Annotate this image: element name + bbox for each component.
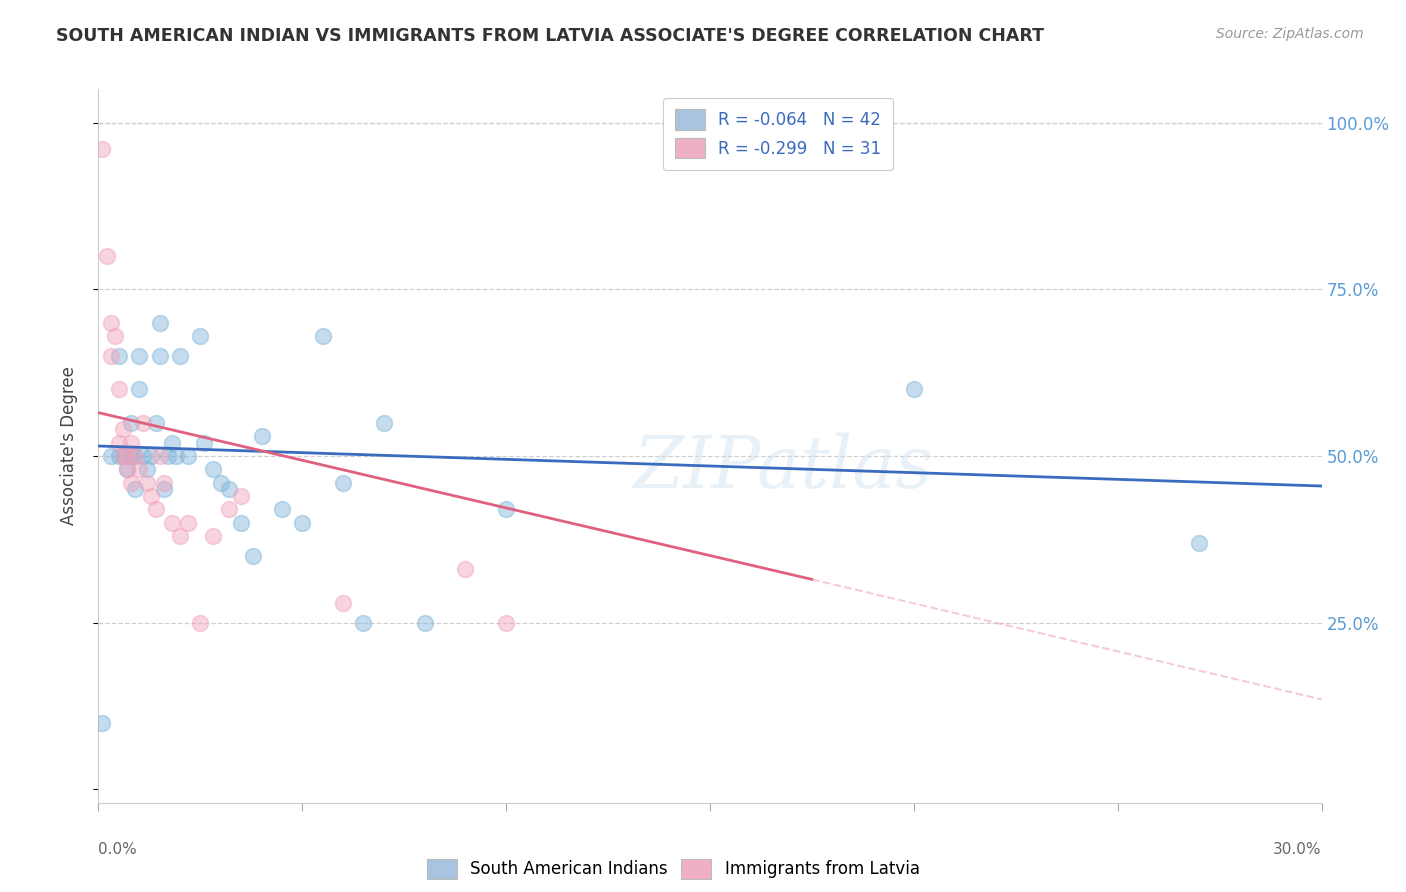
Point bbox=[128, 382, 150, 396]
Point bbox=[177, 516, 200, 530]
Point bbox=[169, 529, 191, 543]
Point bbox=[91, 142, 114, 156]
Point bbox=[165, 449, 187, 463]
Point bbox=[136, 475, 159, 490]
Point bbox=[132, 416, 155, 430]
Point bbox=[454, 562, 477, 576]
Point bbox=[250, 429, 273, 443]
Text: 30.0%: 30.0% bbox=[1274, 842, 1322, 857]
Point bbox=[104, 329, 127, 343]
Point bbox=[145, 416, 167, 430]
Point bbox=[152, 475, 174, 490]
Point bbox=[100, 316, 122, 330]
Point bbox=[120, 435, 142, 450]
Point bbox=[145, 502, 167, 516]
Point bbox=[332, 596, 354, 610]
Point bbox=[132, 449, 155, 463]
Point bbox=[495, 615, 517, 630]
Point bbox=[115, 462, 138, 476]
Point bbox=[352, 615, 374, 630]
Point bbox=[141, 489, 163, 503]
Point bbox=[124, 449, 146, 463]
Point bbox=[1188, 535, 1211, 549]
Point bbox=[312, 329, 335, 343]
Point bbox=[136, 462, 159, 476]
Point bbox=[169, 349, 191, 363]
Point bbox=[373, 416, 395, 430]
Point bbox=[120, 449, 142, 463]
Point bbox=[242, 549, 264, 563]
Point bbox=[156, 449, 179, 463]
Point bbox=[495, 502, 517, 516]
Text: 0.0%: 0.0% bbox=[98, 842, 138, 857]
Point bbox=[141, 449, 163, 463]
Point bbox=[96, 249, 118, 263]
Point bbox=[149, 316, 172, 330]
Point bbox=[111, 449, 134, 463]
Point bbox=[91, 715, 114, 730]
Point bbox=[115, 449, 138, 463]
Point bbox=[188, 615, 212, 630]
Point bbox=[188, 329, 212, 343]
Point bbox=[111, 449, 134, 463]
Text: SOUTH AMERICAN INDIAN VS IMMIGRANTS FROM LATVIA ASSOCIATE'S DEGREE CORRELATION C: SOUTH AMERICAN INDIAN VS IMMIGRANTS FROM… bbox=[56, 27, 1045, 45]
Point bbox=[149, 349, 172, 363]
Point bbox=[128, 462, 150, 476]
Text: ZIPatlas: ZIPatlas bbox=[634, 432, 934, 503]
Point bbox=[152, 483, 174, 497]
Point bbox=[218, 483, 240, 497]
Point bbox=[160, 435, 183, 450]
Point bbox=[108, 435, 131, 450]
Legend: South American Indians, Immigrants from Latvia: South American Indians, Immigrants from … bbox=[419, 850, 928, 888]
Point bbox=[413, 615, 436, 630]
Point bbox=[177, 449, 200, 463]
Point bbox=[218, 502, 240, 516]
Point bbox=[111, 422, 134, 436]
Point bbox=[201, 462, 224, 476]
Point bbox=[231, 516, 253, 530]
Point bbox=[124, 449, 146, 463]
Point bbox=[128, 349, 150, 363]
Point bbox=[120, 416, 142, 430]
Point bbox=[291, 516, 314, 530]
Point bbox=[903, 382, 925, 396]
Point bbox=[231, 489, 253, 503]
Point bbox=[108, 349, 131, 363]
Point bbox=[201, 529, 224, 543]
Point bbox=[270, 502, 294, 516]
Point bbox=[108, 382, 131, 396]
Point bbox=[160, 516, 183, 530]
Y-axis label: Associate's Degree: Associate's Degree bbox=[59, 367, 77, 525]
Point bbox=[124, 483, 146, 497]
Point bbox=[100, 349, 122, 363]
Point bbox=[108, 449, 131, 463]
Point bbox=[100, 449, 122, 463]
Point bbox=[332, 475, 354, 490]
Point bbox=[120, 475, 142, 490]
Point bbox=[193, 435, 215, 450]
Point bbox=[149, 449, 172, 463]
Point bbox=[115, 462, 138, 476]
Text: Source: ZipAtlas.com: Source: ZipAtlas.com bbox=[1216, 27, 1364, 41]
Point bbox=[209, 475, 232, 490]
